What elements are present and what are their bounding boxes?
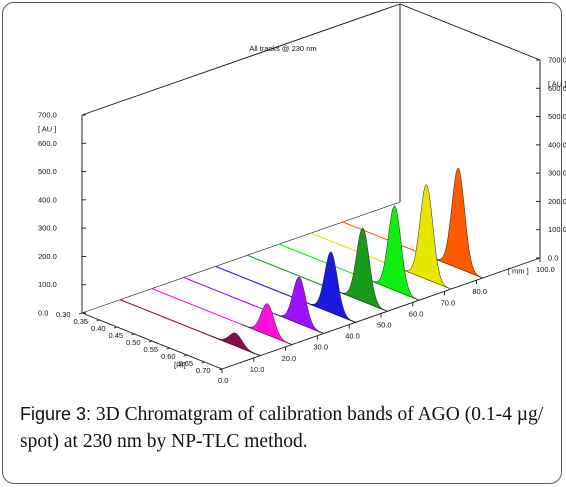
- rf-tick-label: 0.60: [161, 352, 176, 361]
- rf-tick: [148, 340, 153, 343]
- rf-tick: [183, 354, 188, 357]
- au-tick-label-right: 700.0: [548, 56, 566, 65]
- au-tick-label-left: 600.0: [38, 139, 57, 148]
- rf-tick: [96, 319, 100, 322]
- top-back-edge: [81, 3, 401, 116]
- peak-track-5: [337, 227, 389, 312]
- mm-tick-label: 50.0: [377, 321, 392, 330]
- chart-labels: 0.0 100.0 200.0 300.0 400.0 500.0 600.0 700.0 [ …: [38, 44, 566, 385]
- mm-tick-label: 0.0: [218, 376, 228, 385]
- au-tick-label-right: 200.0: [548, 197, 566, 206]
- au-tick-label-left: 300.0: [38, 224, 57, 233]
- caption-label: Figure 3:: [20, 404, 92, 424]
- rf-tick-label: 0.55: [144, 345, 159, 354]
- rf-tick-label: 0.45: [109, 331, 124, 340]
- rf-tick-label: 0.40: [91, 324, 106, 333]
- mm-tick-label: 30.0: [313, 343, 328, 352]
- au-axis-label-right: [ AU ]: [548, 80, 566, 89]
- au-axis-label-left: [ AU ]: [38, 125, 56, 134]
- mm-tick-label: 20.0: [282, 354, 297, 363]
- au-tick-label-left: 500.0: [38, 167, 57, 176]
- rf-tick-label: 0.30: [56, 310, 71, 319]
- peak-track-8: [433, 167, 484, 279]
- au-tick-label-right: 500.0: [548, 112, 566, 121]
- mm-axis-label: [ mm ]: [508, 266, 529, 275]
- peak-track-1: [210, 332, 262, 357]
- chromatogram-chart: 0.0 100.0 200.0 300.0 400.0 500.0 600.0 700.0 [ …: [38, 3, 566, 385]
- mm-tick-label: 10.0: [250, 365, 265, 374]
- rf-tick: [201, 361, 205, 364]
- peak-track-6: [369, 205, 420, 301]
- au-tick-label-right: 600.0: [548, 84, 566, 93]
- caption-text: 3D Chromatgram of calibration bands of A…: [20, 404, 544, 452]
- rf-tick: [218, 368, 223, 371]
- peak-track-2: [242, 303, 293, 346]
- figure-caption: Figure 3: 3D Chromatgram of calibration …: [20, 401, 555, 455]
- au-tick-label-left: 100.0: [38, 280, 57, 289]
- rf-tick-label: 0.70: [196, 366, 211, 375]
- mm-tick-label: 40.0: [345, 332, 360, 341]
- au-tick-label-left: 0.0: [38, 309, 48, 318]
- rf-tick-label: 0.65: [179, 359, 194, 368]
- chart-title: All tracks @ 230 nm: [249, 44, 316, 53]
- back-baseline-edge: [81, 201, 401, 314]
- au-tick-label-left: 400.0: [38, 195, 57, 204]
- rf-tick-label: 0.35: [74, 317, 89, 326]
- au-tick-label-left: 200.0: [38, 252, 57, 261]
- mm-tick-label: 70.0: [441, 298, 456, 307]
- mm-tick-label: 60.0: [409, 309, 424, 318]
- top-right-edge: [399, 3, 541, 61]
- rf-tick: [78, 312, 83, 315]
- peak-track-3: [274, 276, 325, 334]
- rf-tick: [113, 326, 118, 329]
- rf-tick-label: 0.50: [126, 338, 141, 347]
- au-tick-label-left: 700.0: [38, 111, 57, 120]
- au-tick-label-right: 0.0: [548, 254, 558, 263]
- peak-track-4: [305, 251, 357, 323]
- peak-track-7: [401, 184, 452, 290]
- mm-tick-label: 100.0: [536, 265, 555, 274]
- rf-tick: [166, 347, 170, 350]
- mm-tick-label: 80.0: [472, 287, 487, 296]
- au-tick-label-right: 300.0: [548, 169, 566, 178]
- au-tick-label-right: 100.0: [548, 225, 566, 234]
- au-tick-label-right: 400.0: [548, 140, 566, 149]
- peak-series: [210, 167, 484, 357]
- chart-axes: [78, 3, 541, 373]
- rf-axis-label: [Rf]: [174, 360, 186, 369]
- rf-tick: [131, 333, 135, 336]
